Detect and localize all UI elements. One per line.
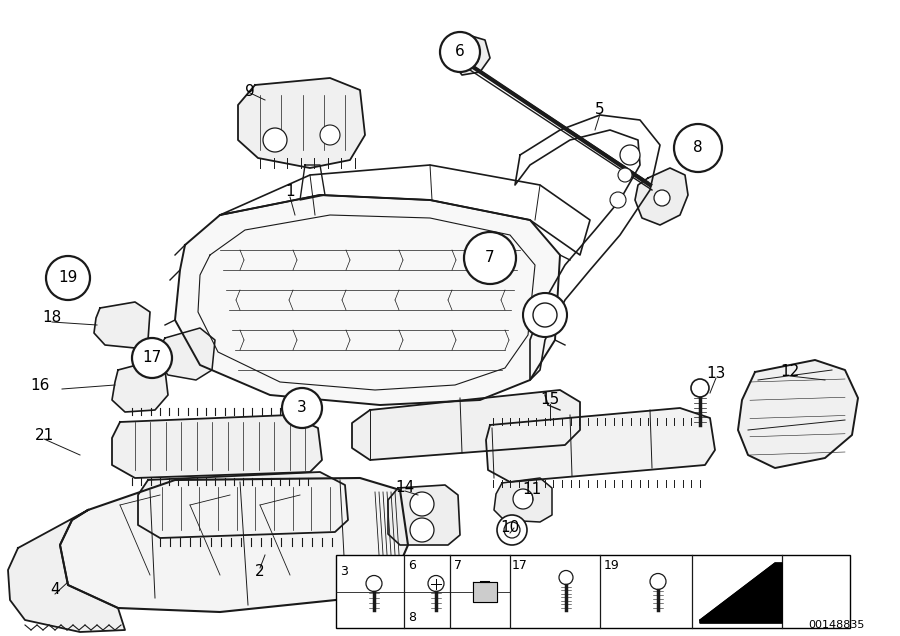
Text: 8: 8 [408,611,416,624]
Polygon shape [352,390,580,460]
Polygon shape [175,195,560,405]
Text: 7: 7 [454,559,462,572]
Polygon shape [486,408,715,482]
Circle shape [461,48,479,66]
Polygon shape [738,360,858,468]
Circle shape [654,190,670,206]
Text: 12: 12 [780,364,799,380]
Polygon shape [8,510,125,632]
Circle shape [674,124,722,172]
Polygon shape [112,415,322,478]
Bar [336,555,850,628]
Text: 1: 1 [285,184,295,200]
Text: 19: 19 [58,270,77,286]
Text: 14: 14 [395,480,415,495]
Text: 17: 17 [142,350,162,366]
Text: 4: 4 [50,583,59,597]
Text: 15: 15 [540,392,560,408]
Circle shape [650,574,666,590]
Circle shape [559,570,573,584]
Text: 3: 3 [297,401,307,415]
Text: 11: 11 [522,483,542,497]
Text: 6: 6 [455,45,465,60]
Text: 6: 6 [408,559,416,572]
Circle shape [464,232,516,284]
Text: 10: 10 [500,520,519,536]
Polygon shape [452,35,490,75]
Text: 9: 9 [245,85,255,99]
Text: 8: 8 [693,141,703,155]
Circle shape [320,125,340,145]
Polygon shape [60,478,408,612]
Text: 21: 21 [34,427,54,443]
Polygon shape [473,581,497,602]
Circle shape [513,489,533,509]
Circle shape [428,576,444,591]
Polygon shape [138,472,348,538]
Circle shape [410,518,434,542]
Circle shape [691,379,709,397]
Polygon shape [494,478,552,522]
Polygon shape [635,168,688,225]
Circle shape [533,303,557,327]
Text: 5: 5 [595,102,605,118]
Circle shape [263,128,287,152]
Polygon shape [112,362,168,412]
Text: 16: 16 [31,378,50,392]
Polygon shape [700,563,782,623]
Polygon shape [94,302,150,348]
Circle shape [440,32,480,72]
Circle shape [132,338,172,378]
Polygon shape [388,485,460,545]
Text: 17: 17 [512,559,528,572]
Circle shape [620,145,640,165]
Text: 18: 18 [42,310,61,326]
Text: 3: 3 [340,565,348,578]
Circle shape [282,388,322,428]
Circle shape [410,492,434,516]
Polygon shape [238,78,365,168]
Circle shape [504,522,520,538]
Circle shape [618,168,632,182]
Text: 2: 2 [256,565,265,579]
Polygon shape [158,328,215,380]
Circle shape [46,256,90,300]
Text: 00148835: 00148835 [808,620,864,630]
Circle shape [366,576,382,591]
Circle shape [497,515,527,545]
Circle shape [523,293,567,337]
Text: 19: 19 [604,559,620,572]
Text: 7: 7 [485,251,495,265]
Text: 13: 13 [706,366,725,382]
Circle shape [610,192,626,208]
